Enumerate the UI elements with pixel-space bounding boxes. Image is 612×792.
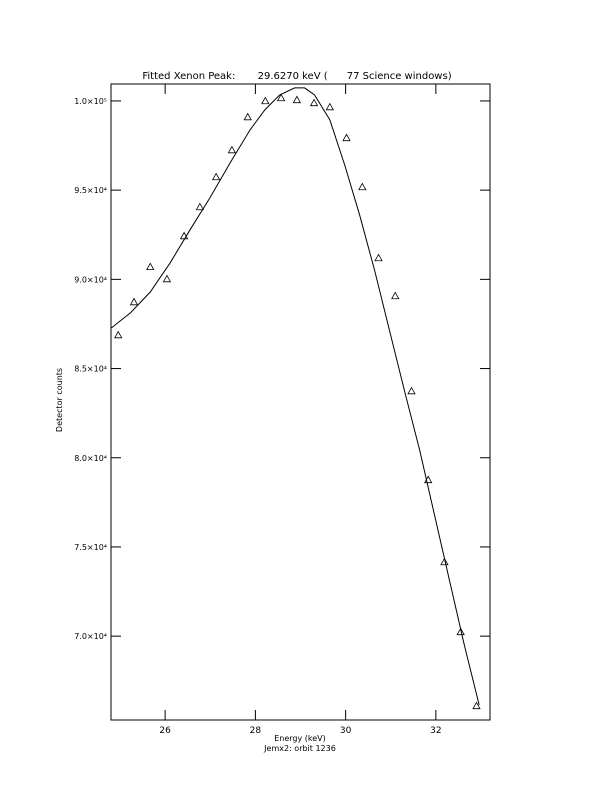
x-tick-label: 28 — [250, 726, 262, 736]
data-point — [374, 253, 383, 262]
data-point — [243, 112, 252, 121]
y-axis-label: Detector counts — [55, 368, 64, 432]
y-tick-label: 7.5×10⁴ — [74, 543, 107, 552]
data-point — [146, 262, 155, 271]
data-point — [195, 202, 205, 211]
data-point — [292, 95, 302, 104]
chart-title: Fitted Xenon Peak: 29.6270 keV ( 77 Scie… — [142, 71, 451, 82]
data-point — [358, 182, 367, 191]
data-point — [407, 386, 416, 395]
data-point — [342, 133, 351, 142]
data-point — [162, 274, 172, 283]
y-tick-label: 1.0×10⁵ — [74, 97, 107, 106]
data-point — [456, 627, 465, 636]
plot-frame — [110, 83, 491, 721]
data-point — [309, 98, 319, 107]
x-tick-label: 32 — [430, 726, 441, 736]
data-point — [114, 330, 123, 339]
fit-line — [111, 87, 480, 706]
subtitle: Jemx2: orbit 1236 — [263, 744, 336, 753]
y-tick-label: 7.0×10⁴ — [74, 632, 107, 641]
data-point — [276, 93, 286, 102]
y-tick-label: 9.0×10⁴ — [74, 275, 107, 284]
data-point — [129, 297, 139, 306]
data-point — [227, 145, 237, 154]
x-tick-label: 26 — [159, 726, 171, 736]
data-point — [440, 557, 449, 566]
data-point — [261, 96, 270, 105]
y-tick-label: 9.5×10⁴ — [74, 186, 107, 195]
y-tick-label: 8.0×10⁴ — [74, 454, 107, 463]
x-axis-label: Energy (keV) — [274, 734, 326, 743]
data-point — [211, 172, 221, 181]
data-point — [325, 102, 335, 111]
x-tick-label: 30 — [340, 726, 352, 736]
data-point — [472, 701, 481, 710]
y-tick-label: 8.5×10⁴ — [74, 365, 107, 374]
data-point — [391, 291, 400, 300]
